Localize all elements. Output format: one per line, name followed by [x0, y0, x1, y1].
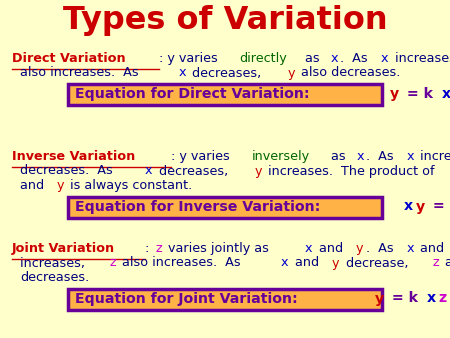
Text: .  As: . As — [366, 150, 397, 163]
Text: y: y — [56, 179, 64, 192]
Text: Equation for Inverse Variation:: Equation for Inverse Variation: — [75, 199, 330, 214]
Text: Equation for Joint Variation:: Equation for Joint Variation: — [75, 291, 307, 306]
Text: y: y — [288, 67, 295, 79]
Text: z: z — [433, 257, 439, 269]
Text: and: and — [20, 179, 48, 192]
Text: x: x — [427, 291, 436, 306]
Text: :: : — [145, 242, 153, 255]
Text: x: x — [330, 52, 338, 65]
FancyBboxPatch shape — [68, 196, 382, 217]
Text: x: x — [305, 242, 312, 255]
Text: : y varies: : y varies — [158, 52, 221, 65]
FancyBboxPatch shape — [68, 289, 382, 310]
Text: .  As: . As — [366, 242, 397, 255]
Text: z: z — [109, 257, 116, 269]
Text: x: x — [442, 87, 450, 101]
FancyBboxPatch shape — [68, 84, 382, 105]
Text: also increases.  As: also increases. As — [117, 257, 244, 269]
Text: also increases.  As: also increases. As — [20, 67, 143, 79]
Text: decrease,: decrease, — [342, 257, 412, 269]
Text: as: as — [327, 150, 350, 163]
Text: and: and — [291, 257, 323, 269]
Text: inversely: inversely — [252, 150, 310, 163]
Text: Equation for Direct Variation:: Equation for Direct Variation: — [75, 87, 320, 101]
Text: x: x — [145, 165, 153, 177]
Text: also decreases.: also decreases. — [297, 67, 400, 79]
Text: z: z — [156, 242, 162, 255]
Text: increases,: increases, — [416, 150, 450, 163]
Text: = k: = k — [387, 291, 418, 306]
Text: Types of Variation: Types of Variation — [63, 5, 387, 36]
Text: y: y — [332, 257, 340, 269]
Text: : y varies: : y varies — [171, 150, 234, 163]
Text: = k: = k — [428, 199, 450, 214]
Text: y: y — [356, 242, 364, 255]
Text: x: x — [404, 199, 413, 214]
Text: decreases,: decreases, — [188, 67, 265, 79]
Text: also: also — [441, 257, 450, 269]
Text: .  As: . As — [340, 52, 372, 65]
Text: and: and — [315, 242, 346, 255]
Text: and: and — [416, 242, 448, 255]
Text: increases,: increases, — [391, 52, 450, 65]
Text: as: as — [301, 52, 324, 65]
Text: Direct Variation: Direct Variation — [12, 52, 126, 65]
Text: x: x — [281, 257, 288, 269]
Text: x: x — [407, 150, 414, 163]
Text: Joint Variation: Joint Variation — [12, 242, 115, 255]
Text: decreases.  As: decreases. As — [20, 165, 117, 177]
Text: z: z — [439, 291, 447, 306]
Text: decreases.: decreases. — [20, 271, 89, 284]
Text: y: y — [254, 165, 262, 177]
Text: Inverse Variation: Inverse Variation — [12, 150, 135, 163]
Text: directly: directly — [239, 52, 288, 65]
Text: increases,: increases, — [20, 257, 89, 269]
Text: is always constant.: is always constant. — [66, 179, 192, 192]
Text: varies jointly as: varies jointly as — [164, 242, 273, 255]
Text: y: y — [375, 291, 384, 306]
Text: increases.  The product of: increases. The product of — [264, 165, 438, 177]
Text: decreases,: decreases, — [154, 165, 232, 177]
Text: x: x — [356, 150, 364, 163]
Text: y: y — [390, 87, 400, 101]
Text: x: x — [406, 242, 414, 255]
Text: x: x — [178, 67, 186, 79]
Text: x: x — [381, 52, 388, 65]
Text: y: y — [416, 199, 425, 214]
Text: = k: = k — [402, 87, 433, 101]
